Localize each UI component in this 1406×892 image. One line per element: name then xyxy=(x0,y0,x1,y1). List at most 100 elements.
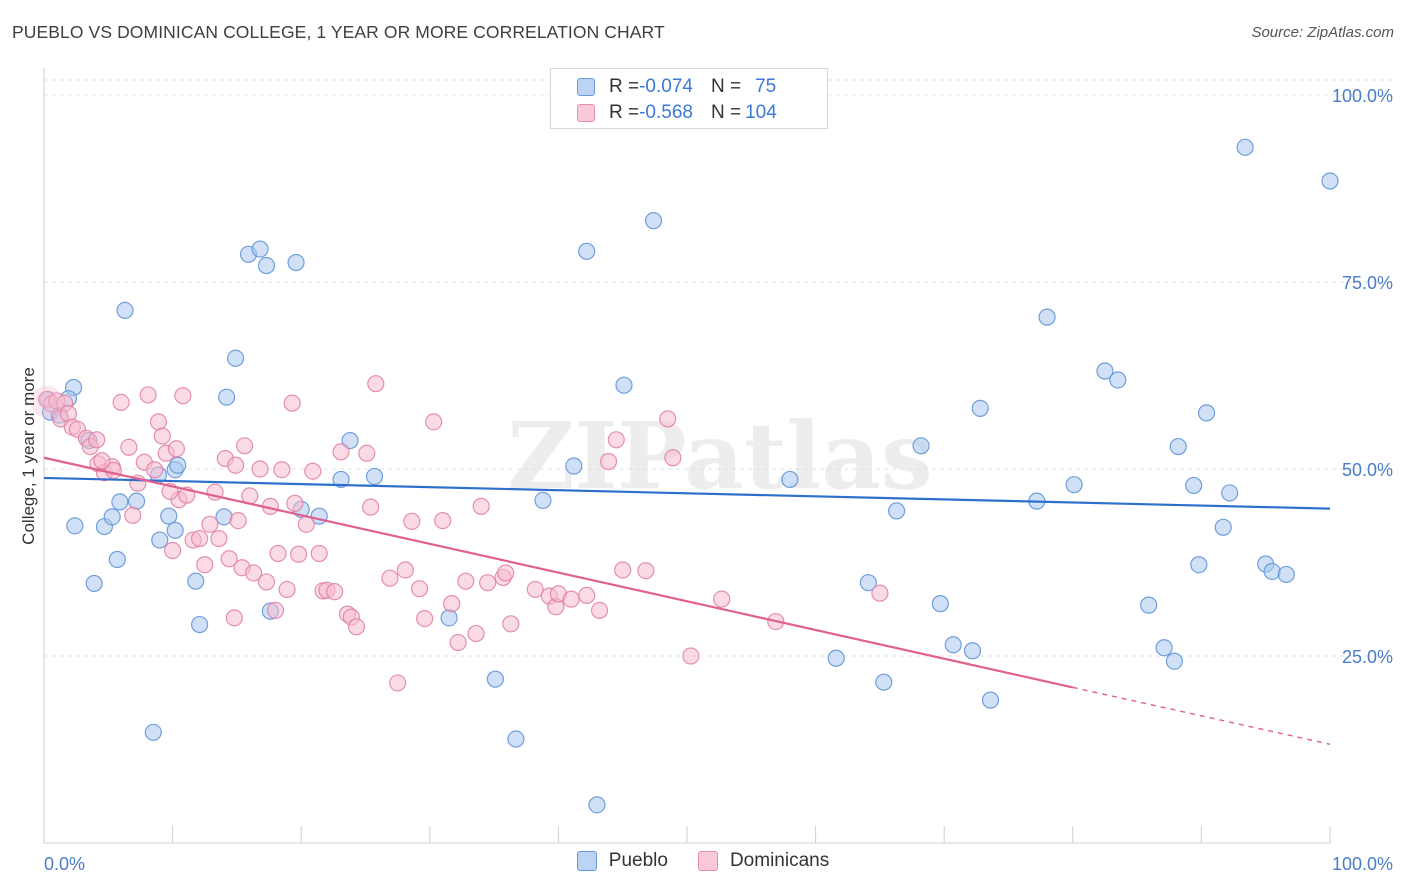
dominican-point xyxy=(174,387,192,405)
pueblo-point xyxy=(912,437,930,455)
dominican-point xyxy=(236,437,254,455)
dominican-points xyxy=(30,375,889,692)
legend-r-value: -0.568 xyxy=(639,102,693,123)
dominican-point xyxy=(297,515,315,533)
axes xyxy=(43,68,1331,844)
dominican-point xyxy=(614,561,632,579)
series-legend: Pueblo Dominicans xyxy=(0,850,1406,872)
dominican-point xyxy=(332,443,350,461)
dominican-point xyxy=(245,564,263,582)
pueblo-point xyxy=(644,212,663,230)
dominican-trend-extension xyxy=(1072,686,1331,745)
pueblo-point xyxy=(1185,476,1203,495)
watermark: ZIPatlas xyxy=(507,402,932,510)
dominican-point xyxy=(286,494,304,512)
pueblo-point xyxy=(1065,476,1083,494)
dominican-swatch xyxy=(577,104,595,122)
dominican-point xyxy=(30,385,63,418)
dominican-point xyxy=(381,569,399,587)
dominican-point xyxy=(449,633,467,652)
pueblo-point xyxy=(365,467,384,486)
pueblo-point xyxy=(257,256,276,275)
dominican-point xyxy=(88,431,106,449)
legend-item-dominicans[interactable]: Dominicans xyxy=(697,850,829,872)
dominican-point xyxy=(659,410,677,428)
pueblo-point xyxy=(565,457,583,475)
dominican-point xyxy=(664,449,682,467)
pueblo-point xyxy=(1155,639,1173,657)
pueblo-point xyxy=(160,507,178,525)
dominican-point xyxy=(145,461,164,479)
dominican-point xyxy=(416,609,434,628)
legend-item-pueblo[interactable]: Pueblo xyxy=(576,850,668,872)
pueblo-point xyxy=(859,574,877,592)
legend-n-value: 75 xyxy=(755,76,777,97)
legend-row-dominicans: R = -0.568 N = 104 xyxy=(577,100,777,126)
pueblo-point xyxy=(166,521,184,539)
pueblo-point xyxy=(1109,371,1127,389)
pueblo-point xyxy=(486,670,504,688)
dominican-point xyxy=(304,462,322,480)
pueblo-point xyxy=(341,431,359,450)
pueblo-point xyxy=(187,572,205,590)
dominican-point xyxy=(93,452,111,470)
pueblo-point xyxy=(169,456,187,474)
pueblo-point xyxy=(151,531,169,549)
stats-legend: R = -0.074 N = 75 R = -0.568 N = 104 xyxy=(550,68,828,129)
legend-n-label: N = xyxy=(710,76,742,97)
pueblo-point xyxy=(981,691,1000,709)
pueblo-point xyxy=(332,470,350,489)
pueblo-point xyxy=(85,574,103,593)
pueblo-point xyxy=(534,491,552,509)
pueblo-point xyxy=(103,508,121,526)
dominican-point xyxy=(396,561,414,579)
pueblo-point xyxy=(215,508,233,526)
pueblo-point xyxy=(1277,565,1295,584)
y-tick-label: 25.0% xyxy=(1342,647,1393,667)
dominican-point xyxy=(362,498,380,516)
pueblo-point xyxy=(615,376,633,394)
dominican-point xyxy=(139,386,157,404)
dominican-point xyxy=(389,674,407,692)
legend-r-value: -0.074 xyxy=(639,76,693,97)
pueblo-point xyxy=(144,723,162,741)
pueblo-point xyxy=(1263,562,1281,581)
pueblo-point xyxy=(1165,652,1183,670)
pueblo-point xyxy=(111,493,129,511)
pueblo-point xyxy=(875,673,893,691)
pueblo-point xyxy=(781,470,799,489)
pueblo-point xyxy=(578,242,596,260)
dominican-point xyxy=(425,413,443,431)
dominican-point xyxy=(457,572,475,590)
dominican-point xyxy=(153,427,171,445)
dominican-point xyxy=(434,511,452,530)
tick-labels: 25.0% 50.0% 75.0% 100.0% 0.0% 100.0% xyxy=(44,86,1393,874)
pueblo-point xyxy=(1096,362,1114,380)
dominican-point xyxy=(120,438,138,456)
chart-title: PUEBLO VS DOMINICAN COLLEGE, 1 YEAR OR M… xyxy=(12,22,665,42)
pueblo-point xyxy=(1190,556,1208,574)
pueblo-point xyxy=(827,649,845,667)
y-axis-label: College, 1 year or more xyxy=(19,367,38,545)
pueblo-point xyxy=(1236,138,1254,156)
dominican-point xyxy=(467,624,485,643)
dominican-point xyxy=(191,529,209,548)
dominican-point xyxy=(251,460,269,478)
dominican-point xyxy=(410,580,429,598)
dominican-point xyxy=(403,512,421,530)
dominican-point xyxy=(164,541,182,560)
dominican-point xyxy=(526,580,544,599)
pueblo-swatch xyxy=(576,851,597,871)
legend-n-label: N = xyxy=(710,102,742,123)
dominican-point xyxy=(562,590,580,608)
pueblo-swatch xyxy=(577,78,595,96)
dominican-point xyxy=(196,556,214,574)
pueblo-point xyxy=(108,550,126,569)
dominican-point xyxy=(871,584,889,602)
dominican-point xyxy=(607,431,625,449)
dominican-point xyxy=(682,647,700,665)
pueblo-point xyxy=(1221,484,1239,502)
x-tick-label: 0.0% xyxy=(44,854,85,874)
pueblo-point xyxy=(127,492,146,510)
dominican-point xyxy=(326,583,344,601)
